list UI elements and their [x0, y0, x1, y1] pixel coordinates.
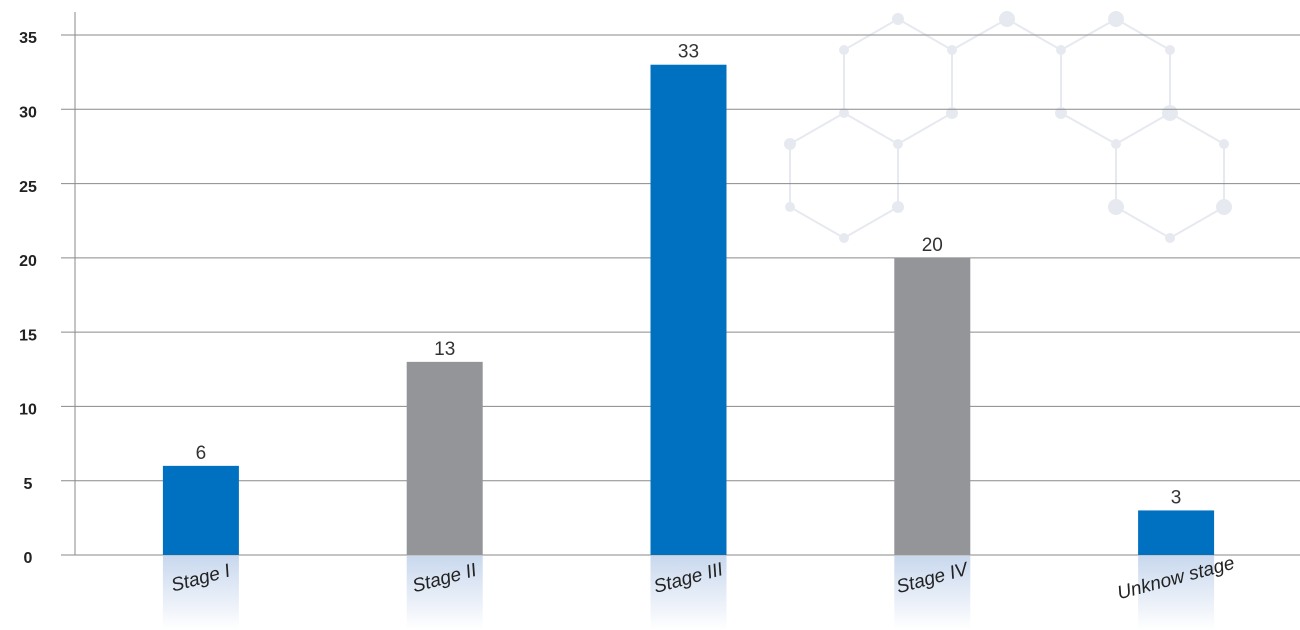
value-label: 20 — [922, 235, 943, 256]
label-shade — [894, 556, 971, 630]
bar — [1138, 510, 1215, 555]
y-tick-label: 10 — [19, 402, 37, 419]
y-tick-label: 25 — [19, 179, 37, 196]
y-tick-label: 0 — [24, 550, 33, 567]
label-shade — [1138, 556, 1215, 630]
value-label: 6 — [196, 443, 207, 464]
label-shade — [406, 556, 483, 630]
value-label: 3 — [1171, 487, 1182, 508]
y-tick-label: 35 — [19, 30, 37, 47]
bar — [894, 257, 971, 555]
y-tick-label: 30 — [19, 105, 37, 122]
decoration-watermark — [784, 11, 1232, 243]
value-label: 33 — [678, 42, 699, 63]
label-shade — [650, 556, 727, 630]
value-label: 13 — [434, 339, 455, 360]
y-tick-label: 5 — [24, 476, 33, 493]
label-shade — [162, 556, 239, 630]
bar — [162, 465, 239, 555]
y-tick-label: 15 — [19, 327, 37, 344]
y-tick-label: 20 — [19, 253, 37, 270]
bar — [650, 64, 727, 555]
bar — [406, 361, 483, 555]
